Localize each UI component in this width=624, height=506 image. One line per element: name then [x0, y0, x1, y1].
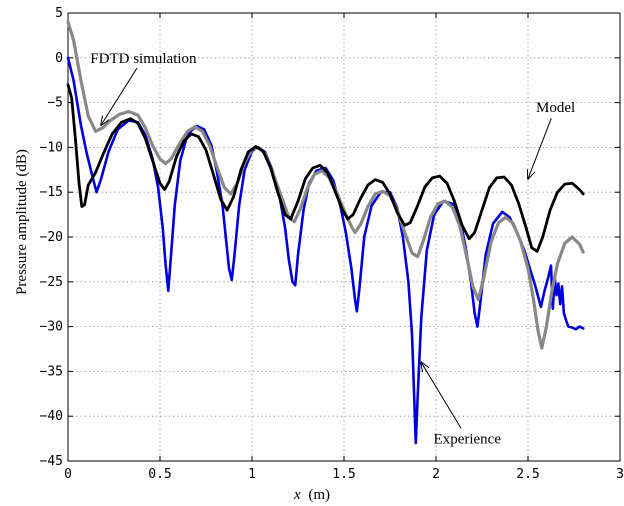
y-tick-label: 0: [55, 51, 63, 66]
y-tick-label: −10: [40, 140, 63, 155]
x-tick-label: 1: [248, 467, 256, 482]
annotation-arrow: [101, 67, 138, 125]
x-tick-label: 0.5: [148, 467, 171, 482]
annotation-label: Experience: [434, 432, 502, 448]
y-tick-label: −5: [47, 96, 63, 111]
series-line-1: [66, 56, 585, 445]
y-tick-label: 5: [55, 6, 63, 21]
series-line-3: [66, 83, 585, 253]
axes: 0 0.5 1 1.5 2 2.5 3 5 0 −5 −10 −15 −20 −25 −30 −35 −40 −4…: [40, 6, 624, 482]
x-tick-label: 2.5: [516, 467, 539, 482]
y-tick-label: −45: [40, 454, 63, 469]
y-tick-label: −30: [40, 320, 63, 335]
x-tick-label: 0: [64, 467, 72, 482]
annotation-arrow: [528, 118, 552, 178]
series-group: [66, 20, 585, 445]
x-axis-label-unit: (m): [308, 487, 330, 503]
annotation-label: Model: [536, 100, 575, 116]
y-tick-label: −15: [40, 185, 63, 200]
annotation-label: FDTD simulation: [90, 51, 197, 67]
y-tick-label: −35: [40, 364, 63, 379]
y-tick-label: −40: [40, 409, 63, 424]
y-tick-label: −20: [40, 230, 63, 245]
x-tick-label: 1.5: [332, 467, 355, 482]
x-axis-label-variable: x: [293, 487, 301, 503]
grid: [68, 13, 620, 461]
x-tick-label: 2: [432, 467, 440, 482]
series-line-2: [66, 20, 585, 350]
x-axis-label: x (m): [293, 487, 330, 503]
y-axis-label: Pressure amplitude (dB): [14, 149, 30, 295]
annotation-arrow: [421, 362, 462, 429]
annotations: FDTD simulation Model Experience: [90, 51, 575, 448]
x-tick-label: 3: [616, 467, 624, 482]
y-tick-label: −25: [40, 275, 63, 290]
